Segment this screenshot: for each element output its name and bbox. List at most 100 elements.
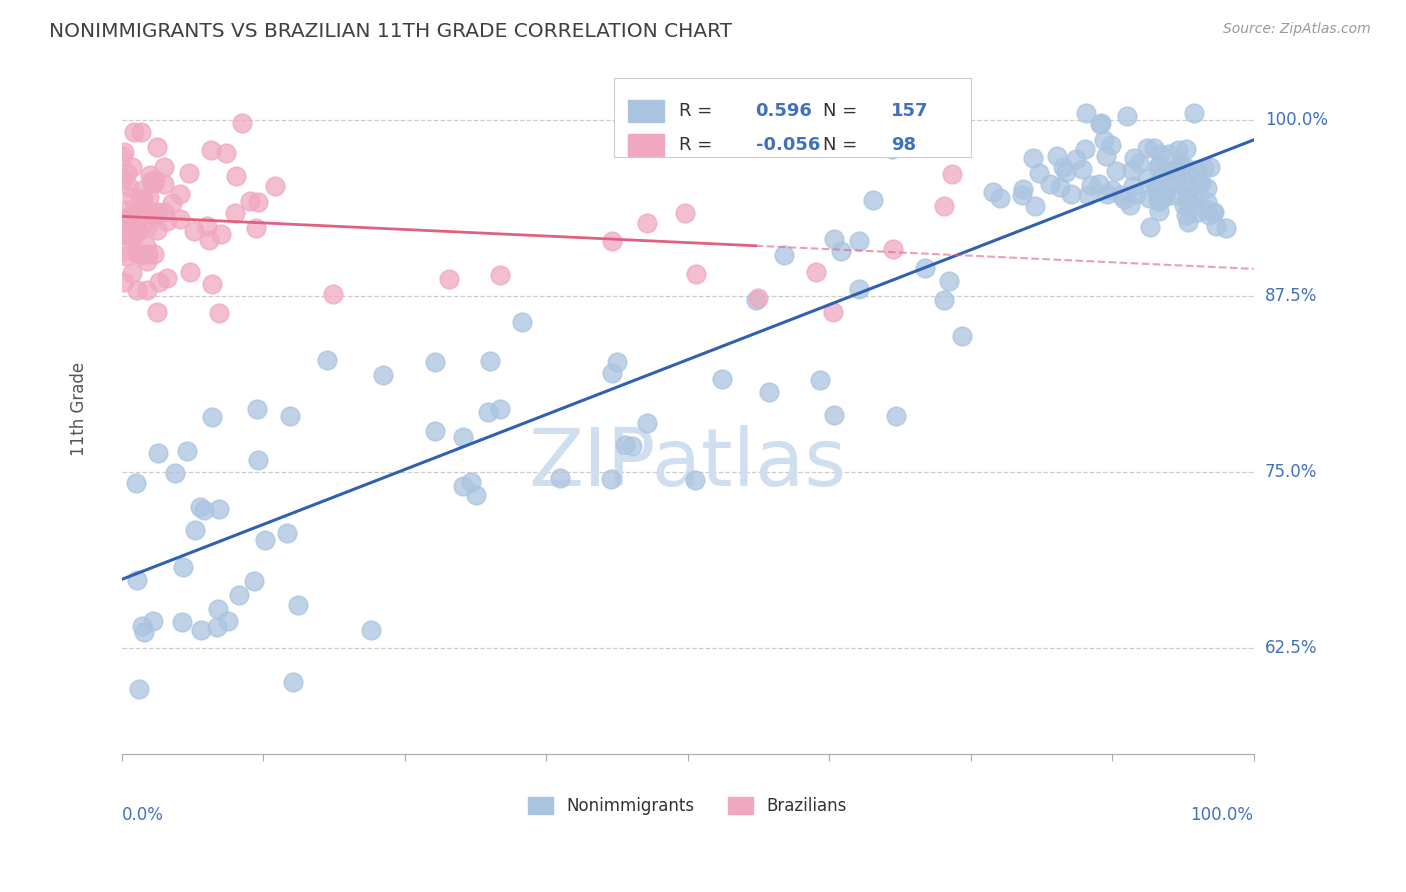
Point (1136, 170, 1159, 185)
Point (156, 271, 179, 285)
Point (193, 503, 215, 517)
Point (156, 213, 179, 227)
Point (207, 306, 229, 320)
Point (184, 524, 207, 538)
Point (1195, 181, 1218, 195)
Point (1101, 183, 1123, 197)
Point (208, 502, 231, 516)
Point (1052, 161, 1074, 175)
Point (862, 193, 884, 207)
Point (143, 246, 166, 260)
Point (1024, 198, 1046, 212)
Point (125, 475, 148, 490)
Point (176, 443, 198, 458)
Point (263, 179, 285, 194)
Point (1139, 219, 1161, 234)
Point (243, 574, 266, 589)
Point (489, 268, 512, 282)
Point (114, 211, 136, 226)
Point (602, 367, 624, 381)
Point (1173, 159, 1195, 173)
Text: NONIMMIGRANTS VS BRAZILIAN 11TH GRADE CORRELATION CHART: NONIMMIGRANTS VS BRAZILIAN 11TH GRADE CO… (49, 22, 733, 41)
Point (465, 488, 488, 502)
Point (122, 228, 145, 243)
Point (121, 230, 143, 244)
Point (139, 205, 162, 219)
Point (1149, 194, 1171, 209)
Point (884, 409, 907, 423)
Point (1021, 151, 1043, 165)
Point (254, 533, 277, 548)
Point (1011, 187, 1033, 202)
Point (1076, 106, 1098, 120)
Point (1185, 163, 1208, 178)
Point (128, 681, 150, 696)
Point (228, 588, 250, 602)
Point (169, 212, 191, 227)
Point (1205, 219, 1227, 234)
Point (1136, 141, 1159, 155)
Point (1152, 187, 1174, 202)
Point (276, 526, 298, 541)
Point (1163, 188, 1185, 202)
Point (170, 615, 193, 630)
Point (114, 226, 136, 240)
Point (1199, 160, 1222, 174)
Point (121, 190, 143, 204)
Point (932, 293, 955, 308)
Point (1028, 166, 1050, 180)
Text: N =: N = (824, 102, 858, 120)
Point (460, 475, 482, 490)
Point (131, 198, 153, 212)
Point (1122, 179, 1144, 194)
Point (129, 247, 152, 261)
Point (1149, 147, 1171, 161)
Point (451, 478, 474, 492)
Point (806, 265, 828, 279)
Point (278, 409, 301, 424)
Point (121, 215, 143, 229)
Point (148, 275, 170, 289)
Point (127, 224, 149, 238)
Point (1147, 158, 1170, 172)
Point (1161, 178, 1184, 192)
Point (198, 233, 221, 247)
Point (685, 268, 707, 282)
Point (124, 204, 146, 219)
Point (143, 210, 166, 224)
Point (281, 674, 304, 689)
Point (1177, 215, 1199, 229)
Point (143, 173, 166, 187)
Point (115, 211, 138, 226)
Text: 100.0%: 100.0% (1265, 112, 1327, 129)
Point (1112, 192, 1135, 206)
Text: -0.056: -0.056 (755, 136, 820, 153)
Point (1099, 137, 1122, 152)
Point (1150, 167, 1173, 181)
Point (112, 275, 135, 289)
Point (1123, 151, 1146, 165)
Point (747, 291, 769, 305)
Point (138, 190, 160, 204)
Point (1166, 174, 1188, 188)
Point (163, 467, 186, 481)
Point (1159, 164, 1181, 178)
Point (1109, 187, 1132, 202)
Point (1095, 187, 1118, 202)
Point (122, 125, 145, 139)
Point (134, 624, 156, 639)
Point (131, 197, 153, 211)
Point (1119, 198, 1142, 212)
Text: 87.5%: 87.5% (1265, 287, 1317, 305)
Point (636, 216, 658, 230)
Point (246, 401, 269, 416)
Point (1194, 201, 1216, 215)
Point (1090, 116, 1112, 130)
Point (673, 205, 696, 219)
Point (1105, 164, 1128, 178)
Point (1188, 175, 1211, 189)
Point (1039, 177, 1062, 191)
Point (146, 140, 169, 154)
Point (1191, 176, 1213, 190)
Point (1187, 205, 1209, 219)
